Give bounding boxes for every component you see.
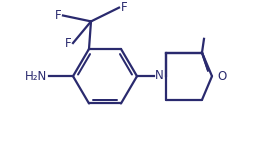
Text: F: F <box>64 37 71 50</box>
Text: H₂N: H₂N <box>25 70 47 83</box>
Text: N: N <box>155 69 163 82</box>
Text: F: F <box>54 9 61 22</box>
Text: F: F <box>121 1 128 14</box>
Text: O: O <box>217 70 226 83</box>
